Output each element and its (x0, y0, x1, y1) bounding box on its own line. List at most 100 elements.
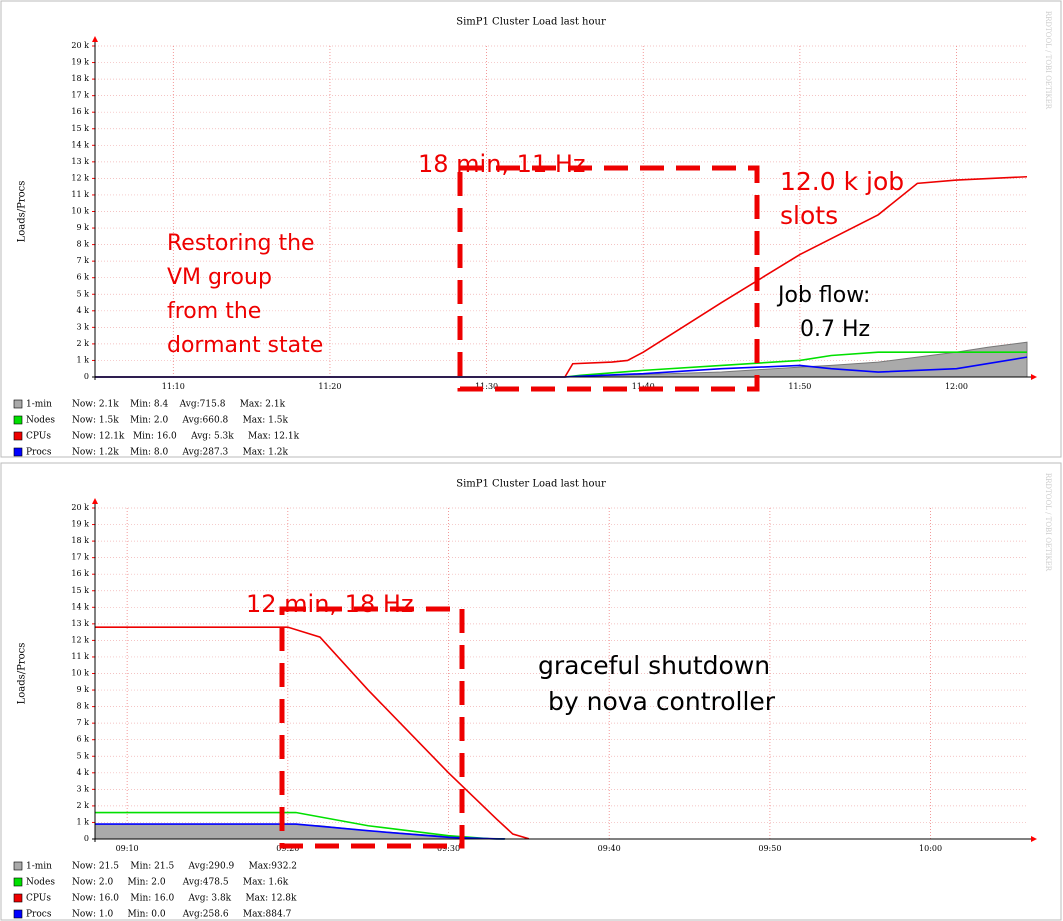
y-tick-label: 12 k (71, 173, 89, 182)
legend-label: Procs (26, 448, 52, 458)
y-tick-label: 19 k (71, 58, 89, 67)
annotation: slots (780, 201, 838, 230)
x-tick-label: 11:10 (162, 382, 185, 391)
y-tick-label: 8 k (77, 240, 90, 249)
annotation: 12 min, 18 Hz (246, 590, 414, 618)
y-tick-label: 2 k (77, 339, 90, 348)
y-tick-label: 6 k (77, 273, 90, 282)
y-tick-label: 11 k (71, 190, 89, 199)
y-tick-label: 1 k (77, 817, 90, 826)
side-text: RRDTOOL / TOBI OETIKER (1044, 473, 1052, 572)
y-tick-label: 7 k (77, 718, 90, 727)
y-tick-label: 15 k (71, 124, 89, 133)
y-tick-label: 16 k (71, 569, 89, 578)
legend-label: 1-min (26, 400, 52, 410)
chart-frame (0, 462, 1062, 921)
y-tick-label: 5 k (77, 751, 90, 760)
legend-swatch (13, 447, 23, 457)
chart-frame (0, 0, 1062, 458)
line (95, 175, 1028, 378)
y-tick-label: 9 k (77, 685, 90, 694)
y-tick-label: 20 k (71, 41, 89, 50)
annotation: by nova controller (548, 687, 776, 716)
legend-stats: Now: 12.1k Min: 16.0 Avg: 5.3k Max: 12.1… (72, 432, 300, 442)
dashed-box (279, 606, 465, 849)
y-tick-label: 7 k (77, 256, 90, 265)
legend-label: Procs (26, 910, 52, 920)
y-tick-label: 17 k (71, 91, 89, 100)
annotation: graceful shutdown (538, 651, 770, 680)
annotation: VM group (167, 265, 272, 290)
legend-stats: Now: 2.0 Min: 2.0 Avg:478.5 Max: 1.6k (72, 878, 289, 888)
y-tick-label: 14 k (71, 140, 89, 149)
legend-swatch (13, 431, 23, 441)
x-tick-label: 11:20 (318, 382, 341, 391)
y-tick-label: 3 k (77, 784, 90, 793)
legend-label: CPUs (26, 894, 51, 904)
y-tick-label: 3 k (77, 322, 90, 331)
legend-stats: Now: 21.5 Min: 21.5 Avg:290.9 Max:932.2 (72, 862, 297, 872)
y-tick-label: 13 k (71, 619, 89, 628)
y-tick-label: 10 k (71, 207, 89, 216)
x-tick-label: 09:30 (437, 844, 460, 853)
side-text: RRDTOOL / TOBI OETIKER (1044, 11, 1052, 110)
x-tick-label: 12:00 (945, 382, 968, 391)
x-tick-label: 09:40 (598, 844, 621, 853)
chart: SimP1 Cluster Load last hour Loads/Procs R… (0, 462, 1062, 921)
y-arrow (92, 36, 98, 42)
y-tick-label: 9 k (77, 223, 90, 232)
annotation: dormant state (167, 333, 323, 358)
x-arrow (1031, 836, 1037, 842)
annotation: Restoring the (167, 231, 315, 256)
line (95, 626, 530, 840)
x-arrow (1031, 374, 1037, 380)
y-tick-label: 11 k (71, 652, 89, 661)
y-tick-label: 19 k (71, 520, 89, 529)
y-tick-label: 14 k (71, 602, 89, 611)
legend-label: Nodes (26, 416, 55, 426)
dashed-box (457, 165, 760, 392)
y-tick-label: 2 k (77, 801, 90, 810)
legend-label: CPUs (26, 432, 51, 442)
x-tick-label: 11:50 (788, 382, 811, 391)
annotation: 0.7 Hz (800, 317, 870, 342)
legend-label: 1-min (26, 862, 52, 872)
legend-stats: Now: 1.5k Min: 2.0 Avg:660.8 Max: 1.5k (72, 416, 288, 426)
legend-stats: Now: 1.2k Min: 8.0 Avg:287.3 Max: 1.2k (72, 448, 288, 458)
y-tick-label: 12 k (71, 635, 89, 644)
y-axis-label: Loads/Procs (17, 643, 28, 705)
legend-swatch (13, 893, 23, 903)
y-tick-label: 4 k (77, 768, 90, 777)
y-axis-label: Loads/Procs (17, 181, 28, 243)
x-tick-label: 11:30 (475, 382, 498, 391)
y-tick-label: 15 k (71, 586, 89, 595)
y-tick-label: 13 k (71, 157, 89, 166)
legend-swatch (13, 399, 23, 409)
y-tick-label: 6 k (77, 735, 90, 744)
annotation: Job flow: (776, 283, 870, 308)
legend-swatch (13, 877, 23, 887)
legend-stats: Now: 16.0 Min: 16.0 Avg: 3.8k Max: 12.8k (72, 894, 297, 904)
y-tick-label: 16 k (71, 107, 89, 116)
chart-title: SimP1 Cluster Load last hour (456, 17, 606, 28)
y-tick-label: 20 k (71, 503, 89, 512)
y-tick-label: 18 k (71, 536, 89, 545)
annotation: from the (167, 299, 261, 324)
legend-swatch (13, 909, 23, 919)
x-tick-label: 09:10 (116, 844, 139, 853)
legend-stats: Now: 2.1k Min: 8.4 Avg:715.8 Max: 2.1k (72, 400, 286, 410)
y-tick-label: 5 k (77, 289, 90, 298)
annotation: 12.0 k job (780, 167, 904, 196)
y-arrow (92, 498, 98, 504)
y-tick-label: 0 (84, 372, 89, 381)
y-tick-label: 10 k (71, 669, 89, 678)
y-tick-label: 18 k (71, 74, 89, 83)
legend-swatch (13, 861, 23, 871)
y-tick-label: 17 k (71, 553, 89, 562)
y-tick-label: 4 k (77, 306, 90, 315)
legend-stats: Now: 1.0 Min: 0.0 Avg:258.6 Max:884.7 (72, 910, 292, 920)
y-tick-label: 1 k (77, 355, 90, 364)
y-tick-label: 0 (84, 834, 89, 843)
x-tick-label: 10:00 (919, 844, 942, 853)
